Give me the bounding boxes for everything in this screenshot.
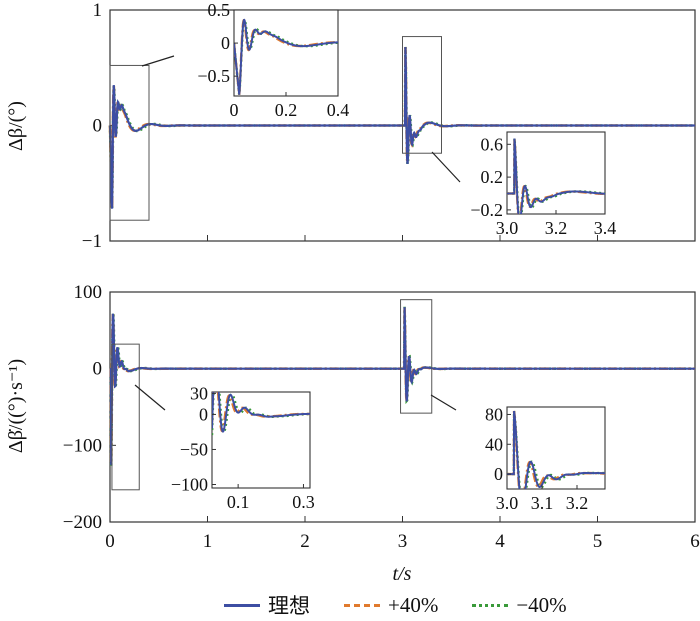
inset-series-line-ideal xyxy=(507,138,605,214)
inset-plot-1: 0 0.2 0.40.50−0.5 xyxy=(197,0,349,120)
inset-y-tick-label: −50 xyxy=(180,439,208,459)
inset-plots: 0 0.2 0.40.50−0.53.0 3.2 3.40.60.2−0.20.1 0.3… xyxy=(171,0,616,513)
inset-frame xyxy=(233,9,339,97)
inset-x-tick-label: 0.3 xyxy=(292,492,315,512)
inset-plot-4: 3.0 3.1 3.2 80 40 0 xyxy=(485,404,606,513)
legend-item-minus40: −40% xyxy=(472,592,567,618)
x-axis-label: t/s xyxy=(393,563,412,585)
top-y-axis-label: Δβ/(°) xyxy=(5,101,27,151)
x-tick-label: 3 xyxy=(398,531,408,552)
bottom-y-tick-label: 0 xyxy=(93,359,103,380)
top-y-tick-label: −1 xyxy=(82,231,102,252)
legend-label-minus40: −40% xyxy=(516,592,567,617)
zoom-connector xyxy=(430,394,457,411)
zoom-connector xyxy=(431,151,461,183)
legend-swatch-plus40 xyxy=(344,603,380,607)
inset-y-tick-label: 30 xyxy=(190,383,208,403)
zoom-box xyxy=(400,299,433,414)
legend-label-ideal: 理想 xyxy=(268,594,310,618)
x-tick-label: 2 xyxy=(300,531,310,552)
inset-plot-2: 3.0 3.2 3.4 0.6 0.2 −0.2 xyxy=(470,131,617,238)
x-tick-label: 6 xyxy=(690,531,700,552)
legend-item-plus40: +40% xyxy=(344,593,438,618)
zoom-box xyxy=(111,343,140,491)
inset-y-tick-label: 80 xyxy=(485,404,503,424)
inset-y-tick-label: 0 xyxy=(221,33,230,53)
inset-series-line-ideal xyxy=(507,410,605,489)
inset-series-line-ideal xyxy=(234,18,338,95)
inset-series-line-ideal xyxy=(212,392,310,433)
x-tick-label: 4 xyxy=(495,531,505,552)
inset-y-tick-label: 0 xyxy=(494,464,503,484)
zoom-indicators xyxy=(109,36,461,491)
bottom-series-lines xyxy=(109,306,695,467)
bottom-y-tick-label: 100 xyxy=(74,282,103,303)
inset-x-tick-label: 3.2 xyxy=(566,493,589,513)
inset-y-tick-label: 40 xyxy=(485,434,503,454)
inset-y-tick-label: −100 xyxy=(171,474,208,494)
inset-y-tick-label: −0.5 xyxy=(197,66,230,86)
inset-y-tick-label: 0 xyxy=(199,404,208,424)
zoom-connector xyxy=(141,55,175,67)
legend-swatch-minus40 xyxy=(472,603,509,607)
inset-x-tick-label: 3.0 xyxy=(496,218,519,238)
x-tick-label: 1 xyxy=(203,531,213,552)
legend: 理想 +40% −40% xyxy=(224,592,601,618)
bottom-y-axis-label: Δβ̇/((°)·s⁻¹) xyxy=(5,359,27,453)
inset-y-tick-label: 0.6 xyxy=(481,134,504,154)
zoom-connector xyxy=(134,384,166,411)
top-y-tick-label: 0 xyxy=(93,116,103,137)
inset-x-tick-label: 0.2 xyxy=(275,100,298,120)
inset-y-tick-label: 0.2 xyxy=(481,167,504,187)
bottom-axis-ticks: 0 1 2 3 4 5 6 100 0 −100 −200 xyxy=(63,282,700,552)
inset-x-tick-label: 3.0 xyxy=(496,493,519,513)
bottom-y-tick-label: −200 xyxy=(63,512,102,533)
legend-label-plus40: +40% xyxy=(388,592,439,617)
inset-x-tick-label: 0 xyxy=(230,100,239,120)
inset-x-tick-label: 3.4 xyxy=(594,218,617,238)
zoom-box xyxy=(109,64,150,221)
inset-y-tick-label: −0.2 xyxy=(470,200,503,220)
legend-swatch-ideal xyxy=(224,603,260,607)
inset-plot-3: 0.1 0.3 300 −50 −100 xyxy=(171,383,315,512)
inset-x-tick-label: 0.4 xyxy=(327,100,350,120)
x-tick-label: 0 xyxy=(105,531,115,552)
inset-frame xyxy=(506,406,606,490)
legend-item-ideal: 理想 xyxy=(224,590,310,620)
inset-frame xyxy=(211,391,311,489)
inset-x-tick-label: 3.1 xyxy=(531,493,554,513)
zoom-box xyxy=(402,36,442,154)
inset-y-tick-label: 0.5 xyxy=(208,0,231,20)
x-tick-label: 5 xyxy=(593,531,603,552)
inset-x-tick-label: 0.1 xyxy=(227,492,250,512)
inset-x-tick-label: 3.2 xyxy=(545,218,568,238)
bottom-series-line-ideal xyxy=(109,307,695,466)
top-y-tick-label: 1 xyxy=(93,0,103,21)
bottom-y-tick-label: −100 xyxy=(63,435,102,456)
